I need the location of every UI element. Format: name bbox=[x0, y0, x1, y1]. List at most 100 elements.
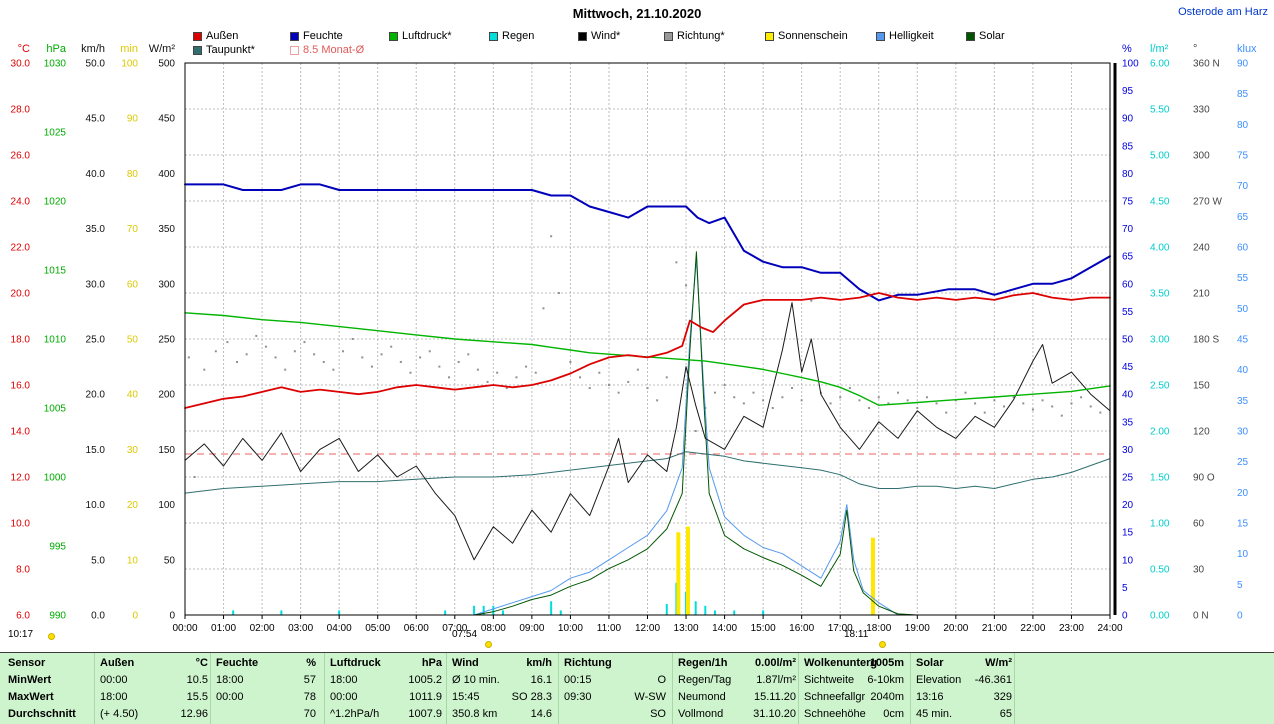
table-separator bbox=[910, 653, 911, 724]
svg-text:65: 65 bbox=[1237, 212, 1249, 223]
svg-text:0.0: 0.0 bbox=[91, 611, 105, 622]
svg-text:1030: 1030 bbox=[44, 59, 67, 70]
svg-text:0.00: 0.00 bbox=[1150, 611, 1170, 622]
legend-item-richtung: Richtung* bbox=[664, 30, 725, 42]
legend-item-feuchte: Feuchte bbox=[290, 30, 343, 42]
stat-cell: Sichtweite bbox=[804, 674, 855, 686]
svg-text:55: 55 bbox=[1122, 307, 1134, 318]
moon-marker-icon bbox=[48, 633, 55, 640]
svg-text:14:00: 14:00 bbox=[712, 623, 737, 634]
svg-text:80: 80 bbox=[1122, 169, 1134, 180]
svg-text:50: 50 bbox=[1122, 335, 1134, 346]
svg-text:17:00: 17:00 bbox=[828, 623, 853, 634]
stat-value: 12.96 bbox=[180, 708, 208, 720]
moonrise-time: 10:17 bbox=[8, 629, 34, 640]
svg-text:25: 25 bbox=[1122, 473, 1134, 484]
stat-value: hPa bbox=[421, 657, 442, 669]
stat-value: 31.10.20 bbox=[753, 708, 796, 720]
svg-text:270 W: 270 W bbox=[1193, 197, 1222, 208]
svg-text:65: 65 bbox=[1122, 252, 1134, 263]
svg-text:0: 0 bbox=[132, 611, 138, 622]
stat-cell: Ø 10 min. bbox=[452, 674, 500, 686]
svg-text:1000: 1000 bbox=[44, 473, 67, 484]
svg-text:4.00: 4.00 bbox=[1150, 243, 1170, 254]
svg-text:06:00: 06:00 bbox=[404, 623, 429, 634]
svg-text:300: 300 bbox=[1193, 151, 1210, 162]
row-header: MaxWert bbox=[8, 691, 54, 703]
stat-cell: Neumond bbox=[678, 691, 726, 703]
legend-label: Richtung* bbox=[677, 30, 725, 42]
svg-text:°C: °C bbox=[18, 43, 30, 55]
svg-text:50: 50 bbox=[1237, 304, 1249, 315]
stat-cell: Wolkenunterg bbox=[804, 657, 878, 669]
stat-cell: 18:00 bbox=[216, 674, 244, 686]
svg-text:995: 995 bbox=[49, 542, 66, 553]
legend-swatch-icon bbox=[664, 31, 673, 41]
svg-text:30: 30 bbox=[1237, 427, 1249, 438]
svg-text:hPa: hPa bbox=[46, 43, 66, 55]
stat-value: km/h bbox=[526, 657, 552, 669]
svg-text:21:00: 21:00 bbox=[982, 623, 1007, 634]
row-header: MinWert bbox=[8, 674, 52, 686]
stat-value: 14.6 bbox=[530, 708, 552, 720]
legend-swatch-icon bbox=[389, 31, 398, 41]
station-name[interactable]: Osterode am Harz bbox=[1178, 6, 1268, 18]
svg-text:350: 350 bbox=[158, 224, 175, 235]
weather-chart: 00:00 01:00 02:00 03:00 04:00 05:00 06:00 07:00… bbox=[11, 43, 1258, 634]
legend-swatch-icon bbox=[489, 31, 498, 41]
stat-cell: 00:00 bbox=[330, 691, 358, 703]
stat-value: O bbox=[657, 674, 666, 686]
legend-swatch-icon bbox=[578, 31, 587, 41]
legend-label: Feuchte bbox=[303, 30, 343, 42]
svg-text:360 N: 360 N bbox=[1193, 59, 1220, 70]
svg-text:15: 15 bbox=[1237, 519, 1249, 530]
stat-cell: Schneefallgr bbox=[804, 691, 866, 703]
stat-value: 70 bbox=[303, 708, 316, 720]
legend-label: Solar bbox=[979, 30, 1005, 42]
legend-item-helligkeit: Helligkeit bbox=[876, 30, 934, 42]
svg-text:20: 20 bbox=[1122, 500, 1134, 511]
svg-text:W/m²: W/m² bbox=[149, 43, 176, 55]
svg-text:10: 10 bbox=[1122, 555, 1134, 566]
svg-text:1.50: 1.50 bbox=[1150, 473, 1170, 484]
svg-text:16:00: 16:00 bbox=[789, 623, 814, 634]
svg-text:50: 50 bbox=[127, 335, 139, 346]
stat-cell: Vollmond bbox=[678, 708, 724, 720]
svg-text:330: 330 bbox=[1193, 105, 1210, 116]
stat-value: 1005.2 bbox=[408, 674, 442, 686]
svg-text:1025: 1025 bbox=[44, 128, 67, 139]
svg-text:90: 90 bbox=[1122, 114, 1134, 125]
stat-value: °C bbox=[195, 657, 208, 669]
svg-text:15:00: 15:00 bbox=[751, 623, 776, 634]
stat-value: SO bbox=[650, 708, 666, 720]
svg-text:2.00: 2.00 bbox=[1150, 427, 1170, 438]
legend-swatch-icon bbox=[765, 31, 774, 41]
svg-text:60: 60 bbox=[127, 279, 139, 290]
svg-text:60: 60 bbox=[1237, 243, 1249, 254]
svg-text:50: 50 bbox=[164, 555, 176, 566]
svg-text:100: 100 bbox=[1122, 59, 1139, 70]
svg-text:10:00: 10:00 bbox=[558, 623, 583, 634]
svg-text:35: 35 bbox=[1237, 396, 1249, 407]
svg-text:6.0: 6.0 bbox=[16, 611, 30, 622]
svg-text:30: 30 bbox=[1122, 445, 1134, 456]
legend-swatch-icon bbox=[290, 31, 299, 41]
svg-text:30: 30 bbox=[1193, 565, 1205, 576]
svg-text:2.50: 2.50 bbox=[1150, 381, 1170, 392]
svg-text:4.50: 4.50 bbox=[1150, 197, 1170, 208]
svg-text:1015: 1015 bbox=[44, 266, 67, 277]
svg-text:12:00: 12:00 bbox=[635, 623, 660, 634]
svg-text:0: 0 bbox=[1122, 611, 1128, 622]
svg-text:400: 400 bbox=[158, 169, 175, 180]
table-separator bbox=[1014, 653, 1015, 724]
svg-text:45.0: 45.0 bbox=[86, 114, 106, 125]
table-separator bbox=[210, 653, 211, 724]
stat-cell: Schneehöhe bbox=[804, 708, 866, 720]
stat-cell: 00:15 bbox=[564, 674, 592, 686]
svg-text:0 N: 0 N bbox=[1193, 611, 1209, 622]
legend-swatch-icon bbox=[193, 45, 202, 55]
stat-cell: Elevation bbox=[916, 674, 962, 686]
legend-item-au-en: Außen bbox=[193, 30, 238, 42]
svg-text:22:00: 22:00 bbox=[1020, 623, 1045, 634]
svg-text:5: 5 bbox=[1122, 583, 1128, 594]
